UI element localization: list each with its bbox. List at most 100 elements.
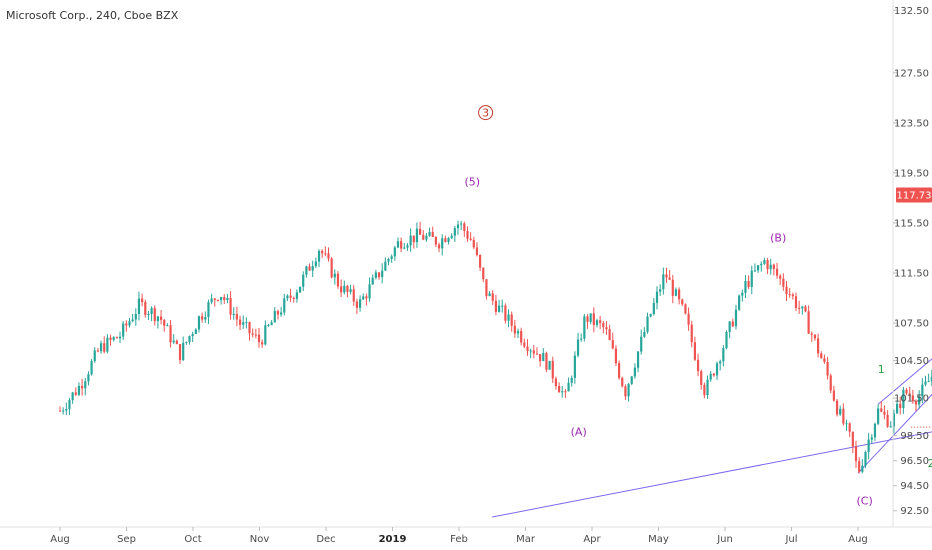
candle-body bbox=[813, 334, 817, 339]
candle-body bbox=[798, 307, 801, 309]
trendline-layer bbox=[492, 298, 932, 518]
price-tick-label: 123.50 bbox=[894, 118, 929, 129]
candle bbox=[605, 320, 608, 335]
candle bbox=[166, 323, 169, 327]
candle bbox=[924, 375, 927, 387]
time-tick-label: Dec bbox=[316, 534, 335, 545]
candle bbox=[889, 421, 892, 428]
candle-body bbox=[633, 367, 636, 377]
candle bbox=[627, 383, 630, 402]
time-axis[interactable]: Aug Sep Oct Nov Dec 2019 Feb Mar Apr May Jun Jul Aug bbox=[0, 526, 932, 545]
candle-body bbox=[889, 426, 892, 428]
candle-body bbox=[81, 385, 84, 389]
candle-body bbox=[788, 294, 791, 296]
candle-body bbox=[678, 289, 681, 300]
wave-label: 2 bbox=[928, 457, 932, 470]
candle-body bbox=[516, 331, 520, 334]
candle bbox=[169, 319, 172, 348]
price-axis[interactable]: 132.50 127.50 123.50 119.50 115.50 111.50 107.… bbox=[892, 0, 929, 527]
candle-body bbox=[418, 228, 422, 235]
candle bbox=[927, 373, 930, 383]
candle bbox=[292, 296, 295, 303]
candle-body bbox=[194, 329, 197, 334]
candle bbox=[886, 410, 889, 428]
time-tick-label: Aug bbox=[50, 534, 70, 545]
time-tick-label: Oct bbox=[184, 534, 201, 545]
candle-body bbox=[340, 286, 343, 293]
candle-body bbox=[497, 305, 501, 312]
candle-body bbox=[772, 264, 775, 269]
time-tick-label: Jul bbox=[784, 534, 797, 545]
candle-body bbox=[551, 360, 554, 379]
time-tick-label: May bbox=[648, 534, 669, 545]
candle bbox=[276, 309, 280, 320]
candle-body bbox=[479, 255, 482, 268]
candle bbox=[182, 336, 185, 362]
candle bbox=[794, 292, 798, 311]
candle-body bbox=[801, 306, 804, 309]
candle bbox=[580, 333, 583, 342]
candle bbox=[172, 334, 175, 345]
candle-body bbox=[873, 423, 877, 438]
candle-body bbox=[475, 247, 479, 256]
candle bbox=[336, 271, 340, 289]
candle-body bbox=[886, 414, 889, 427]
candle bbox=[526, 339, 529, 356]
candle bbox=[175, 339, 178, 345]
candle-body bbox=[895, 403, 899, 414]
candle-body bbox=[90, 361, 93, 375]
candle bbox=[257, 328, 261, 348]
candle bbox=[340, 279, 343, 298]
candle bbox=[317, 249, 321, 268]
last-price-value: 117.73 bbox=[897, 191, 932, 202]
trendline[interactable] bbox=[877, 298, 932, 405]
candle bbox=[722, 345, 725, 367]
candle bbox=[775, 262, 779, 279]
candle-body bbox=[665, 274, 668, 278]
candle bbox=[753, 263, 757, 272]
candle bbox=[134, 308, 137, 326]
candle bbox=[371, 274, 374, 285]
candle bbox=[763, 257, 766, 266]
candle-body bbox=[624, 386, 627, 397]
candle bbox=[213, 297, 216, 307]
candle-body bbox=[750, 270, 753, 287]
candle-body bbox=[84, 381, 87, 389]
candle-body bbox=[311, 266, 314, 271]
candle bbox=[728, 320, 731, 339]
candle bbox=[441, 234, 444, 256]
candle-body bbox=[696, 359, 700, 372]
candle-body bbox=[270, 322, 273, 326]
candle bbox=[602, 320, 605, 334]
candle-body bbox=[921, 384, 924, 397]
candle-body bbox=[242, 322, 245, 325]
candle-body bbox=[905, 389, 908, 394]
candle-body bbox=[586, 316, 589, 322]
candle-body bbox=[292, 297, 295, 299]
candle bbox=[191, 331, 194, 342]
candle bbox=[864, 450, 867, 469]
candle bbox=[393, 245, 396, 261]
candle-body bbox=[308, 266, 311, 271]
candle-body bbox=[507, 314, 510, 321]
candle bbox=[289, 288, 292, 303]
candle-body bbox=[396, 241, 400, 248]
candle bbox=[911, 389, 914, 404]
candle bbox=[125, 320, 128, 332]
candle-body bbox=[324, 253, 327, 255]
candle bbox=[368, 277, 371, 302]
candle bbox=[415, 222, 419, 248]
candle bbox=[201, 312, 204, 323]
candle-body bbox=[627, 383, 630, 397]
candle-body bbox=[892, 413, 896, 427]
candle-body bbox=[611, 340, 614, 349]
candle-body bbox=[447, 238, 450, 242]
candle bbox=[330, 256, 333, 279]
candle bbox=[842, 403, 845, 426]
trendline[interactable] bbox=[492, 298, 932, 518]
candle-body bbox=[365, 296, 368, 299]
trendline[interactable] bbox=[857, 311, 932, 474]
